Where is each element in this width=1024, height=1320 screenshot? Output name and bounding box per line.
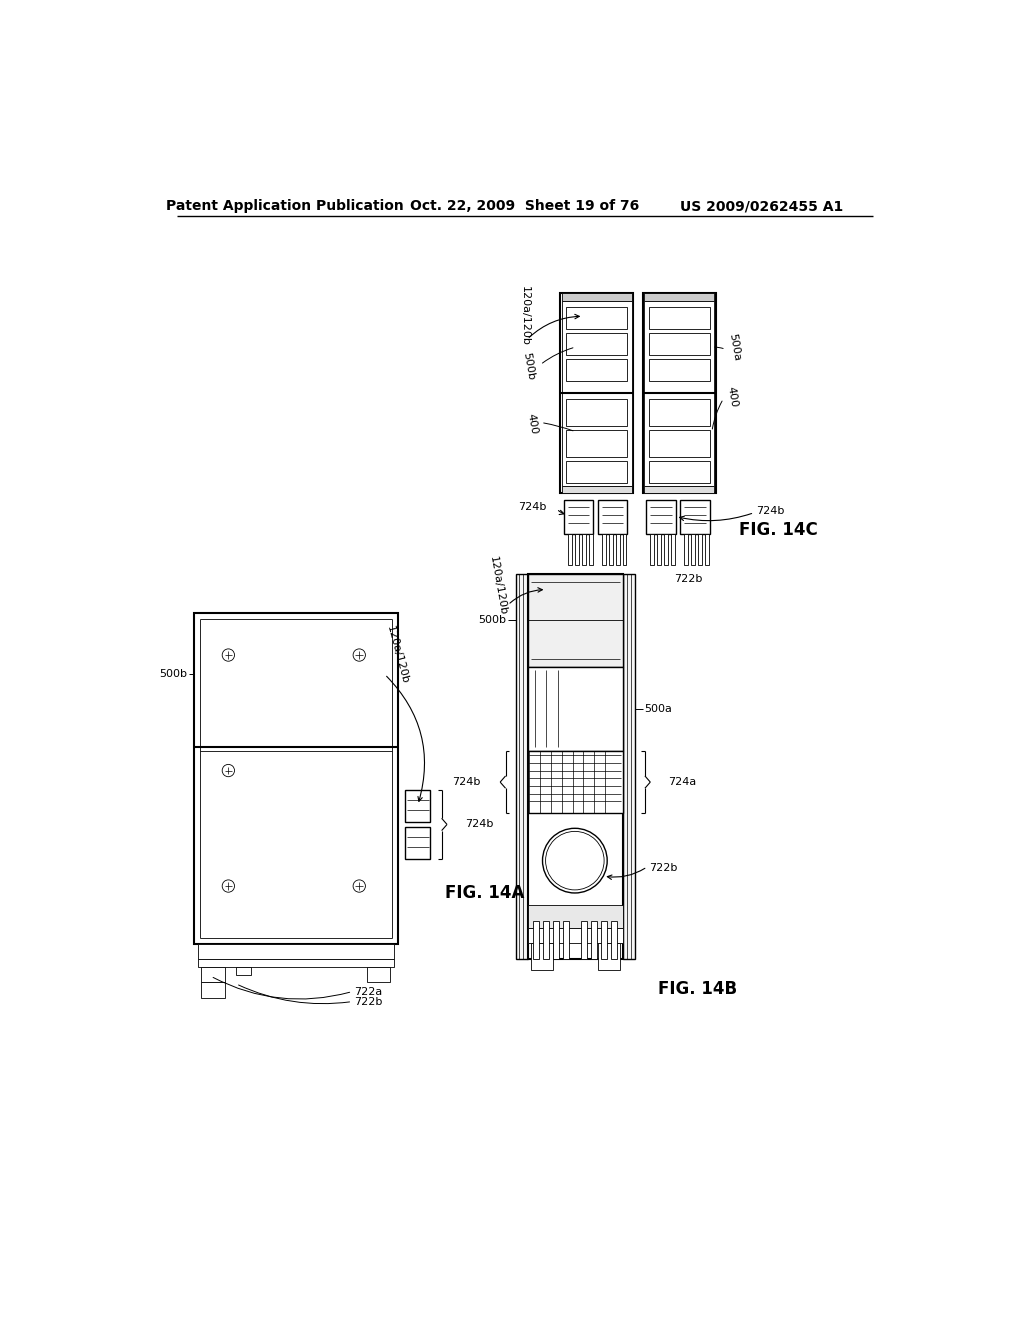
Bar	[528, 928, 623, 942]
Text: Oct. 22, 2009  Sheet 19 of 76: Oct. 22, 2009 Sheet 19 of 76	[411, 199, 639, 213]
Bar	[615, 535, 620, 565]
Bar	[649, 400, 710, 426]
Text: 500b: 500b	[478, 615, 506, 626]
Bar	[698, 535, 701, 565]
Bar	[406, 789, 430, 822]
Text: 400: 400	[725, 385, 738, 408]
Bar	[684, 535, 688, 565]
Bar	[562, 486, 632, 494]
Bar	[582, 535, 586, 565]
Bar	[531, 942, 553, 970]
Text: 500a: 500a	[644, 704, 672, 714]
Bar	[563, 921, 569, 960]
Bar	[589, 535, 593, 565]
Bar	[566, 461, 628, 483]
Bar	[602, 535, 605, 565]
Bar	[665, 535, 668, 565]
Bar	[643, 293, 716, 494]
Bar	[560, 293, 634, 494]
Text: 120a/120b: 120a/120b	[385, 624, 410, 685]
Bar	[611, 921, 617, 960]
Text: 724b: 724b	[756, 506, 784, 516]
Bar	[644, 486, 714, 494]
Bar	[574, 535, 579, 565]
Bar	[566, 308, 628, 329]
Bar	[528, 904, 623, 928]
Text: 400: 400	[525, 413, 539, 436]
Bar	[644, 393, 714, 486]
Bar	[598, 499, 628, 535]
Bar	[705, 535, 709, 565]
Bar	[649, 461, 710, 483]
Bar	[198, 944, 394, 960]
Bar	[657, 535, 662, 565]
Bar	[543, 921, 549, 960]
Bar	[623, 574, 635, 960]
Bar	[528, 667, 623, 751]
Bar	[691, 535, 695, 565]
Bar	[367, 966, 390, 982]
Bar	[528, 751, 623, 813]
Text: 724b: 724b	[518, 502, 547, 512]
Bar	[564, 499, 593, 535]
Text: 722a: 722a	[354, 986, 382, 997]
Text: 722b: 722b	[649, 863, 677, 874]
Text: FIG. 14A: FIG. 14A	[445, 884, 525, 902]
Bar	[601, 921, 607, 960]
Text: 120a/120b: 120a/120b	[519, 286, 529, 346]
Bar	[406, 826, 430, 859]
Text: 722b: 722b	[674, 574, 702, 585]
Bar	[644, 301, 714, 393]
Bar	[528, 574, 623, 667]
Bar	[649, 308, 710, 329]
Text: 120a/120b: 120a/120b	[487, 556, 508, 616]
Bar	[598, 942, 620, 970]
Text: 500b: 500b	[160, 669, 187, 680]
Bar	[649, 430, 710, 457]
Bar	[591, 921, 597, 960]
Text: FIG. 14C: FIG. 14C	[739, 521, 817, 540]
Bar	[568, 535, 571, 565]
Bar	[623, 535, 627, 565]
Text: 500a: 500a	[727, 333, 742, 362]
Bar	[680, 499, 710, 535]
Bar	[649, 359, 710, 381]
Bar	[562, 393, 632, 486]
Bar	[581, 921, 587, 960]
Text: 724a: 724a	[668, 777, 696, 787]
Bar	[553, 921, 559, 960]
Text: 500b: 500b	[521, 351, 537, 381]
Text: 722b: 722b	[354, 997, 382, 1007]
Bar	[562, 301, 632, 393]
Bar	[562, 293, 632, 301]
Bar	[566, 400, 628, 426]
Bar	[237, 966, 252, 974]
Text: US 2009/0262455 A1: US 2009/0262455 A1	[680, 199, 844, 213]
Text: FIG. 14B: FIG. 14B	[658, 981, 737, 998]
Bar	[646, 499, 676, 535]
Bar	[649, 333, 710, 355]
Bar	[566, 333, 628, 355]
Bar	[644, 293, 714, 301]
Bar	[566, 430, 628, 457]
Bar	[194, 612, 397, 944]
Bar	[566, 359, 628, 381]
Bar	[515, 574, 528, 960]
Bar	[202, 966, 224, 982]
Circle shape	[543, 829, 607, 892]
Bar	[202, 982, 224, 998]
Bar	[671, 535, 675, 565]
Bar	[198, 960, 394, 966]
Bar	[528, 574, 623, 960]
Text: 724b: 724b	[452, 777, 480, 787]
Bar	[650, 535, 654, 565]
Text: Patent Application Publication: Patent Application Publication	[166, 199, 403, 213]
Text: 724b: 724b	[465, 820, 494, 829]
Bar	[532, 921, 539, 960]
Bar	[608, 535, 612, 565]
